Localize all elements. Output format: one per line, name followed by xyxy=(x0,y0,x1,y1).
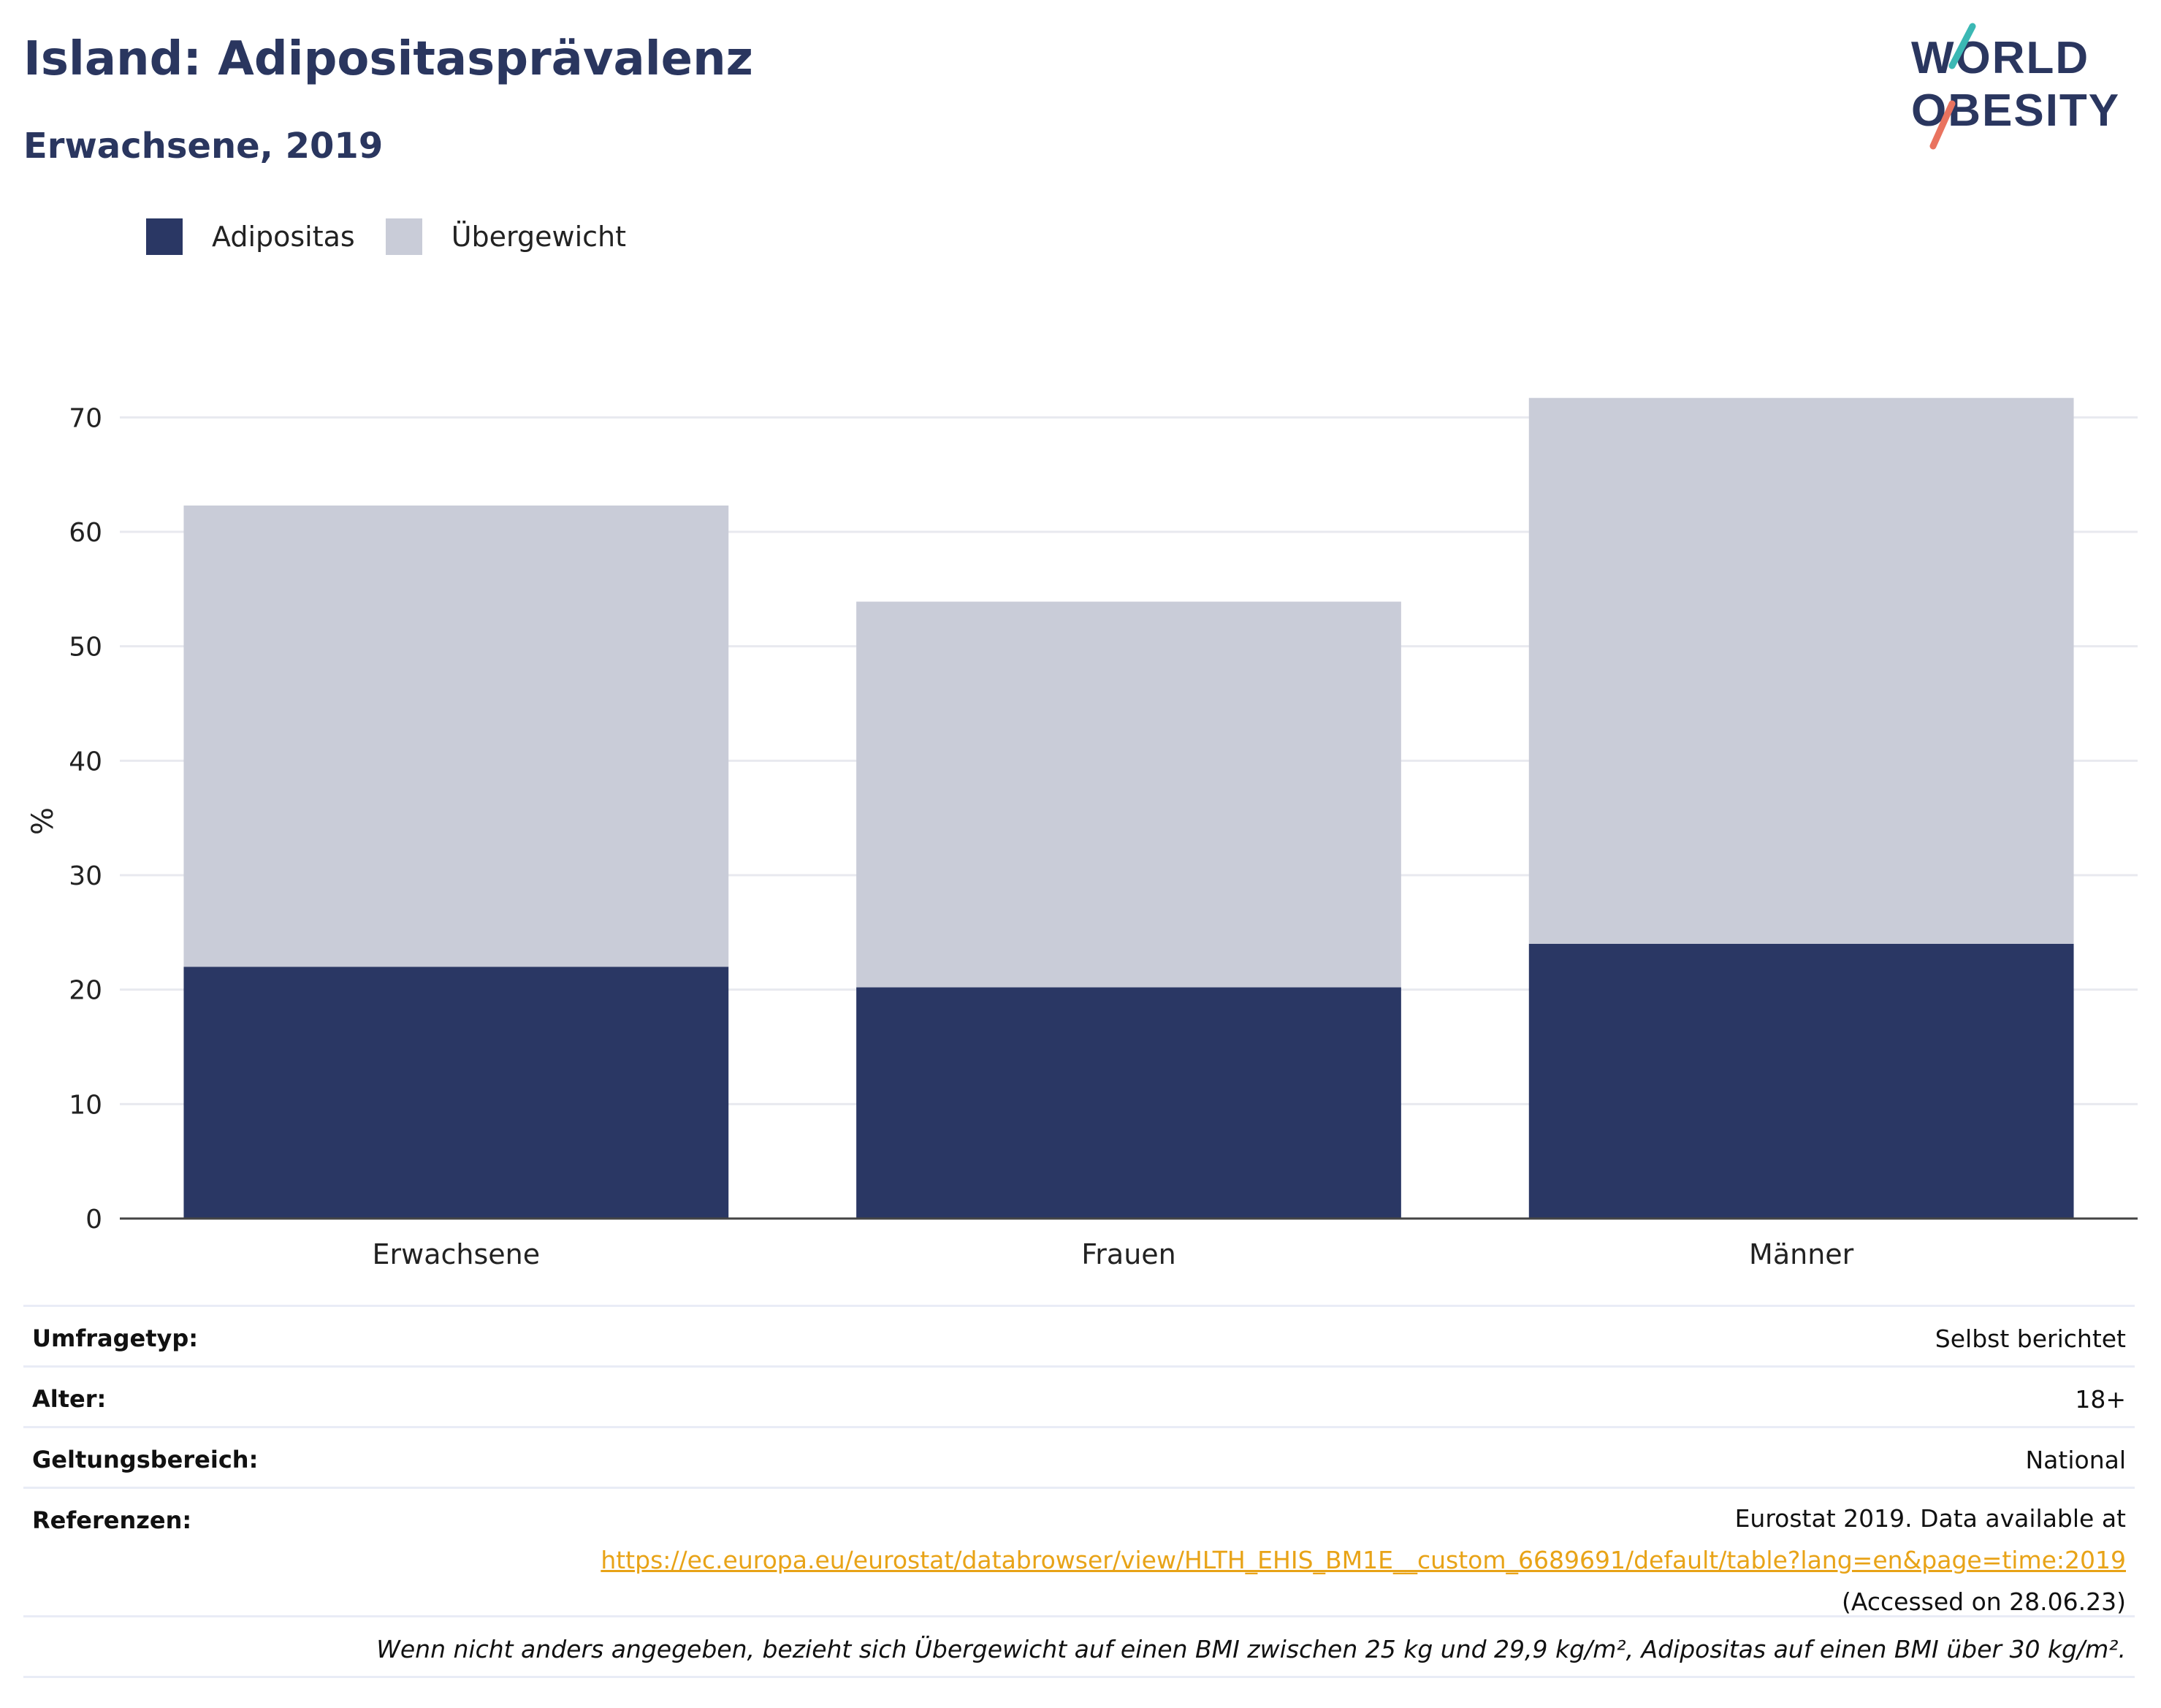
y-axis-label: % xyxy=(26,807,60,835)
bars xyxy=(183,397,2074,1219)
legend-item-overweight[interactable]: Übergewicht xyxy=(385,218,626,255)
world-obesity-logo: WORLD OBESITY xyxy=(1911,23,2119,150)
row-references: Referenzen: Eurostat 2019. Data availabl… xyxy=(23,1487,2135,1616)
legend-swatch-obesity xyxy=(146,218,183,255)
chart-title: Island: Adipositasprävalenz xyxy=(23,32,753,86)
references-label: Referenzen: xyxy=(32,1506,192,1534)
age-value: 18+ xyxy=(2075,1385,2126,1414)
y-tick-label: 50 xyxy=(69,633,102,663)
chart-legend: Adipositas Übergewicht xyxy=(146,216,657,257)
y-tick-label: 40 xyxy=(69,747,102,777)
scope-label: Geltungsbereich: xyxy=(32,1446,259,1473)
y-tick-label: 20 xyxy=(69,976,102,1006)
logo-slash-teal xyxy=(1948,23,1976,69)
legend-swatch-overweight xyxy=(385,218,422,255)
references-accessed: (Accessed on 28.06.23) xyxy=(1841,1587,2126,1616)
metadata-table: Umfragetyp: Selbst berichtet Alter: 18+ … xyxy=(23,1305,2135,1678)
age-label: Alter: xyxy=(32,1385,107,1413)
logo-line1: WORLD xyxy=(1911,33,2089,83)
survey-type-label: Umfragetyp: xyxy=(32,1324,199,1352)
references-source: Eurostat 2019. Data available at xyxy=(1734,1504,2126,1533)
row-age: Alter: 18+ xyxy=(23,1365,2135,1426)
y-tick-label: 70 xyxy=(69,403,102,433)
survey-type-value: Selbst berichtet xyxy=(1935,1324,2126,1353)
chart-subtitle: Erwachsene, 2019 xyxy=(23,126,384,167)
y-tick-label: 30 xyxy=(69,861,102,891)
legend-item-obesity[interactable]: Adipositas xyxy=(146,218,355,255)
bar-obesity-frauen[interactable] xyxy=(856,987,1401,1219)
x-tick-label: Männer xyxy=(1749,1238,1854,1270)
logo-slash-coral xyxy=(1929,100,1956,150)
bar-obesity-erwachsene[interactable] xyxy=(183,967,729,1219)
bar-overweight-männer[interactable] xyxy=(1528,397,2074,944)
legend-label-overweight: Übergewicht xyxy=(451,221,626,253)
bar-overweight-erwachsene[interactable] xyxy=(183,505,729,967)
axes: 0 10 20 30 40 50 60 70% Erwachsene Frauen Männer xyxy=(26,403,2138,1270)
x-tick-label: Frauen xyxy=(1081,1238,1176,1270)
references-value: Eurostat 2019. Data available at https:/… xyxy=(601,1498,2126,1623)
legend-label-obesity: Adipositas xyxy=(212,221,355,253)
x-tick-label: Erwachsene xyxy=(373,1238,541,1270)
scope-value: National xyxy=(2025,1446,2126,1474)
row-scope: Geltungsbereich: National xyxy=(23,1426,2135,1487)
table-bottom-divider xyxy=(23,1676,2135,1678)
bar-overweight-frauen[interactable] xyxy=(856,601,1401,988)
row-note: Wenn nicht anders angegeben, bezieht sic… xyxy=(23,1615,2135,1676)
row-survey-type: Umfragetyp: Selbst berichtet xyxy=(23,1305,2135,1365)
bar-obesity-männer[interactable] xyxy=(1528,944,2074,1219)
bmi-note: Wenn nicht anders angegeben, bezieht sic… xyxy=(376,1635,2126,1663)
y-tick-label: 60 xyxy=(69,518,102,548)
y-tick-label: 10 xyxy=(69,1090,102,1120)
references-link[interactable]: https://ec.europa.eu/eurostat/databrowse… xyxy=(601,1546,2126,1574)
bar-chart: 0 10 20 30 40 50 60 70% Erwachsene Frauen Männer xyxy=(26,397,2138,1270)
y-tick-label: 0 xyxy=(85,1205,102,1235)
